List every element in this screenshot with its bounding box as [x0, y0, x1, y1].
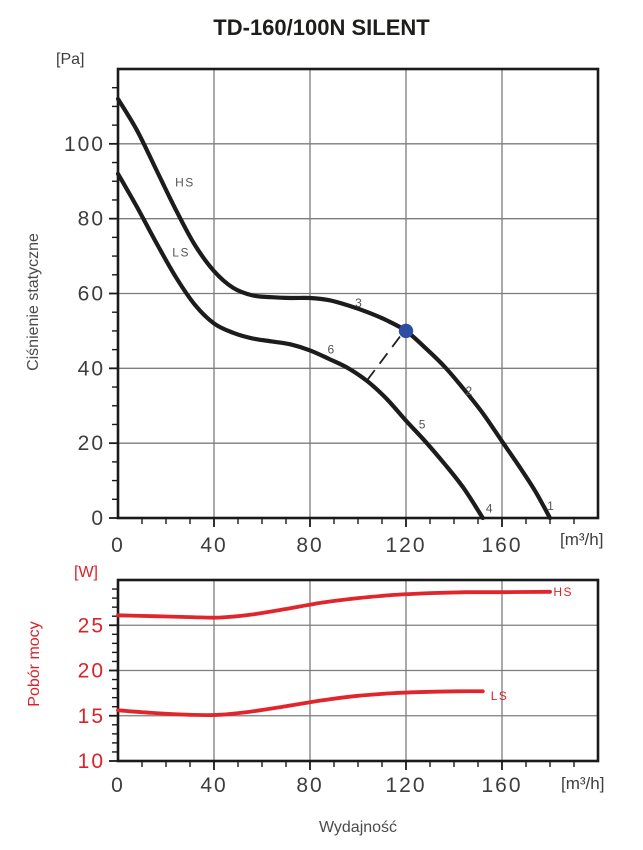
flow-unit-label-bottom: [m³/h] [561, 774, 605, 793]
curve-annotation-hs: HS [175, 175, 195, 189]
x-tick-label: 160 [481, 534, 522, 557]
curve-annotation-6: 6 [328, 343, 336, 357]
curve-annotation-hs: HS [553, 585, 573, 599]
pressure-chart: 0 40 80 120 160 0 20 40 60 80 100 HS LS 3 6 2 5 4 1 [64, 67, 600, 557]
chart-title: TD-160/100N SILENT [213, 15, 430, 40]
x-tick-label: 80 [296, 534, 323, 557]
x-tick-label: 0 [111, 534, 125, 557]
working-point-marker [398, 323, 414, 339]
x-tick-label: 40 [200, 534, 227, 557]
flow-axis-title: Wydajność [318, 819, 398, 836]
y-tick-label: 60 [78, 283, 105, 306]
x-tick-label: 80 [296, 774, 323, 797]
curve-annotation-ls: LS [172, 245, 190, 259]
curve-annotation-3: 3 [355, 296, 363, 310]
ls-power-curve [116, 689, 485, 718]
x-tick-label: 120 [385, 534, 426, 557]
power-chart: 0 40 80 120 160 10 15 20 25 HS LS [78, 578, 600, 797]
x-tick-label: 160 [481, 774, 522, 797]
curve-annotation-4: 4 [486, 502, 494, 516]
power-axis-title: Pobór mocy [26, 621, 43, 707]
ls-pressure-curve [115, 171, 485, 521]
working-point-pointer-line [366, 335, 401, 381]
curve-annotation-2: 2 [466, 384, 474, 398]
curve-annotation-ls: LS [491, 689, 509, 703]
hs-power-curve [116, 589, 552, 620]
curve-annotation-1: 1 [547, 499, 555, 513]
y-tick-label: 20 [78, 432, 105, 455]
x-tick-label: 0 [111, 774, 125, 797]
y-tick-label: 15 [78, 705, 105, 728]
y-tick-label: 0 [91, 507, 105, 530]
y-tick-label: 40 [78, 357, 105, 380]
x-tick-label: 120 [385, 774, 426, 797]
plot-frame [116, 67, 600, 520]
y-tick-label: 10 [78, 750, 105, 773]
y-tick-label: 25 [78, 614, 105, 637]
plot-frame [116, 578, 600, 763]
power-unit-label: [W] [74, 564, 98, 581]
curve-annotation-5: 5 [419, 417, 427, 431]
y-tick-label: 20 [78, 660, 105, 683]
hs-pressure-curve [115, 96, 553, 521]
pressure-axis-title: Ciśnienie statyczne [25, 233, 42, 371]
flow-unit-label-top: [m³/h] [560, 530, 604, 549]
y-tick-label: 100 [64, 133, 105, 156]
x-tick-label: 40 [200, 774, 227, 797]
y-tick-label: 80 [78, 208, 105, 231]
pressure-unit-label: [Pa] [56, 51, 85, 68]
